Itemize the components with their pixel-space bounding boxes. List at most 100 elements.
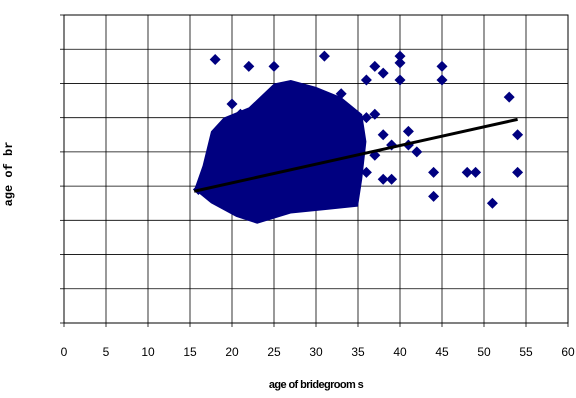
x-tick-label: 0: [61, 345, 68, 359]
data-point: [360, 74, 372, 86]
x-tick-label: 15: [183, 345, 197, 359]
data-point: [369, 60, 381, 72]
data-point: [377, 129, 389, 141]
data-point: [394, 50, 406, 62]
data-point: [512, 129, 524, 141]
data-point: [276, 91, 288, 103]
data-point: [335, 190, 347, 202]
data-point: [251, 112, 263, 124]
data-point: [260, 204, 272, 216]
data-point: [344, 187, 356, 199]
data-point: [251, 146, 263, 158]
data-point: [209, 53, 221, 65]
data-point: [260, 105, 272, 117]
data-point: [411, 146, 423, 158]
data-point: [369, 108, 381, 120]
data-point: [335, 163, 347, 175]
data-point: [268, 95, 280, 107]
data-point: [302, 177, 314, 189]
data-point: [234, 108, 246, 120]
data-point: [234, 156, 246, 168]
data-point: [344, 160, 356, 172]
data-point: [285, 197, 297, 209]
x-tick-label: 55: [519, 345, 533, 359]
data-point: [268, 139, 280, 151]
data-point: [386, 173, 398, 185]
data-point: [293, 98, 305, 110]
data-point: [260, 194, 272, 206]
data-point: [276, 187, 288, 199]
x-tick-label: 5: [103, 345, 110, 359]
data-point: [285, 184, 297, 196]
trendline-group: [193, 117, 518, 193]
data-point: [318, 194, 330, 206]
data-point: [209, 136, 221, 148]
data-point: [428, 190, 440, 202]
data-point: [243, 149, 255, 161]
data-point: [226, 115, 238, 127]
data-point: [260, 187, 272, 199]
data-point: [251, 204, 263, 216]
y-axis-label: age of br: [2, 141, 16, 207]
x-axis-label: age of bridegroom s: [268, 379, 364, 391]
data-point: [276, 201, 288, 213]
data-point: [461, 166, 473, 178]
data-point: [285, 81, 297, 93]
data-point: [234, 204, 246, 216]
data-point: [268, 190, 280, 202]
x-tick-label: 30: [309, 345, 323, 359]
data-point: [276, 180, 288, 192]
data-point: [352, 119, 364, 131]
x-tick-label: 60: [561, 345, 575, 359]
data-point: [360, 166, 372, 178]
data-point: [234, 197, 246, 209]
data-point: [377, 67, 389, 79]
data-point: [218, 190, 230, 202]
x-tick-label: 25: [267, 345, 281, 359]
data-point: [243, 204, 255, 216]
data-point: [209, 187, 221, 199]
data-point: [302, 101, 314, 113]
data-point: [293, 180, 305, 192]
data-point: [243, 194, 255, 206]
data-point: [318, 170, 330, 182]
data-point: [226, 163, 238, 175]
x-tick-labels: 0 5 10 15 20 25 30 35 40 45 50 55 60: [61, 345, 575, 359]
data-point: [402, 125, 414, 137]
data-point: [293, 129, 305, 141]
data-point: [243, 112, 255, 124]
data-point: [327, 166, 339, 178]
data-point: [268, 84, 280, 96]
data-point: [327, 119, 339, 131]
data-point: [251, 194, 263, 206]
data-point: [276, 136, 288, 148]
x-tick-label: 50: [477, 345, 491, 359]
data-point: [268, 60, 280, 72]
data-point: [335, 88, 347, 100]
data-point: [394, 57, 406, 69]
data-point: [377, 173, 389, 185]
x-tick-label: 10: [141, 345, 155, 359]
trendline: [193, 117, 518, 193]
data-points: [192, 50, 524, 224]
data-point: [335, 115, 347, 127]
data-point: [218, 125, 230, 137]
data-point: [327, 194, 339, 206]
data-point: [310, 194, 322, 206]
x-tick-label: 45: [435, 345, 449, 359]
data-point: [503, 91, 515, 103]
data-point: [428, 166, 440, 178]
data-point: [310, 166, 322, 178]
plot-grid: [60, 14, 569, 327]
data-point: [260, 142, 272, 154]
data-point: [318, 119, 330, 131]
data-point: [327, 95, 339, 107]
data-point: [310, 173, 322, 185]
data-point: [360, 112, 372, 124]
data-point: [243, 60, 255, 72]
data-point: [302, 125, 314, 137]
data-point: [293, 197, 305, 209]
data-point: [285, 132, 297, 144]
data-point: [268, 201, 280, 213]
